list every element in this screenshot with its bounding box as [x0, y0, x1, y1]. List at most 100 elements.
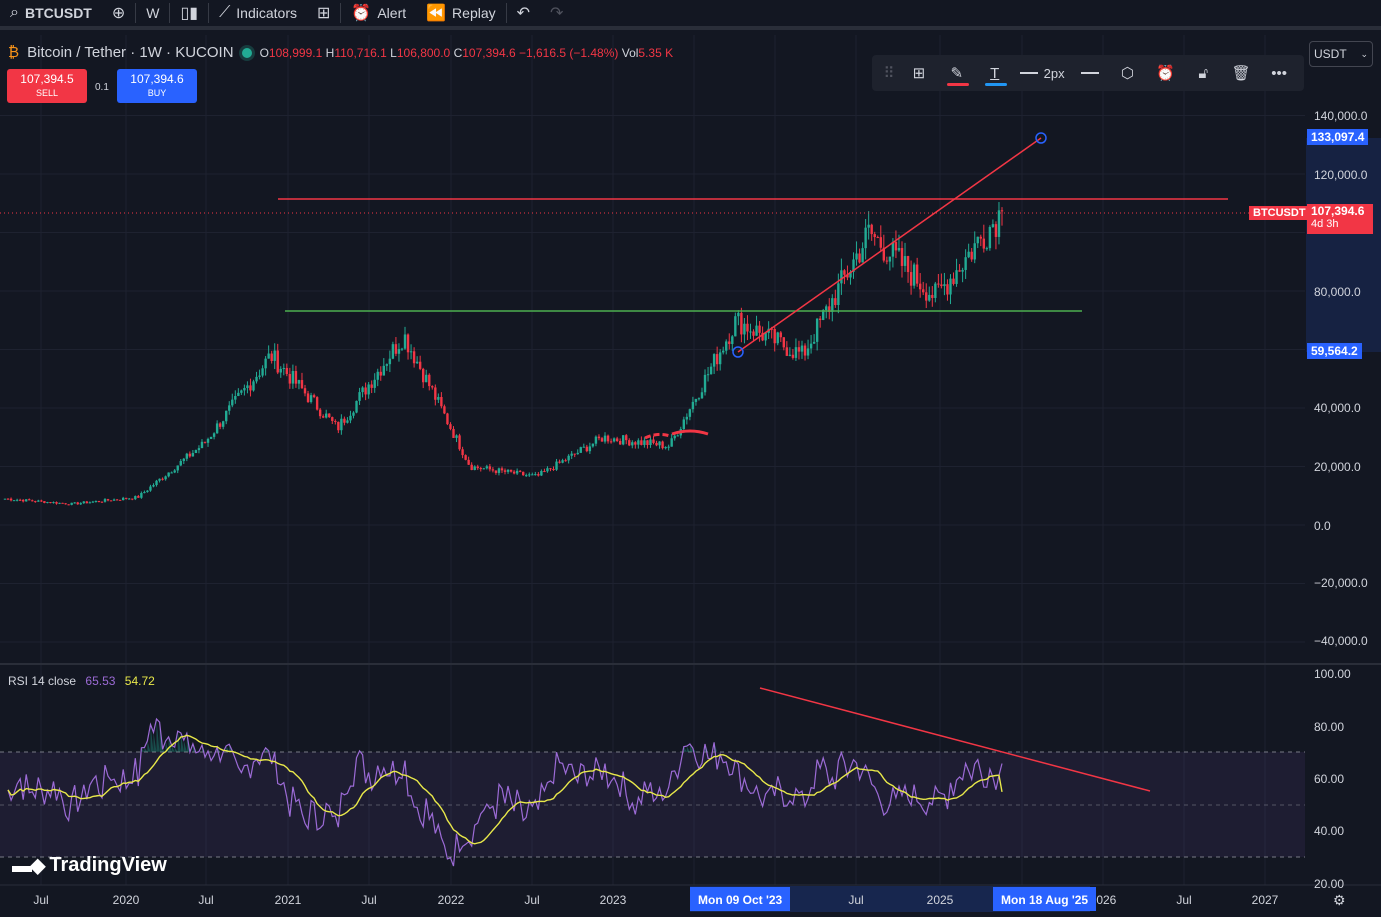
candle-body: [455, 435, 458, 438]
replay-button[interactable]: ⏪ Replay: [416, 0, 506, 28]
candle-body: [288, 373, 292, 384]
candle-body: [615, 438, 619, 441]
candle-body: [846, 274, 849, 278]
candle-body: [597, 436, 601, 439]
candle-body: [291, 371, 295, 384]
candle-body: [485, 466, 489, 469]
candle-body: [728, 341, 731, 345]
candle-body: [143, 492, 146, 494]
compare-button[interactable]: ⊕: [102, 0, 135, 28]
range-end-tag: Mon 18 Aug '25: [993, 887, 1097, 911]
candle-body: [722, 350, 725, 353]
candle-body: [134, 496, 137, 500]
candle-body: [18, 499, 22, 501]
currency-select[interactable]: USDT ⌄: [1309, 41, 1373, 67]
arc-annotation[interactable]: [644, 432, 671, 440]
text-icon: T: [990, 64, 1000, 82]
trend-line[interactable]: [737, 137, 1042, 353]
templates-button[interactable]: ⊞: [900, 58, 938, 88]
templates-button[interactable]: ⊞: [307, 0, 340, 28]
candle-body: [567, 455, 570, 461]
lock-button[interactable]: 🔓︎: [1184, 58, 1222, 88]
candle-body: [534, 474, 537, 476]
alert-label: Alert: [377, 5, 407, 21]
candle-body: [382, 365, 385, 376]
indicators-button[interactable]: ⟋ Indicators: [209, 0, 307, 28]
candle-body: [325, 413, 328, 418]
drag-handle[interactable]: ⠿: [883, 65, 895, 82]
candle-body: [358, 392, 361, 401]
drawing-toolbar: ⠿ ⊞ ✎ T 2px ⬡ ⏰ 🔓︎ 🗑︎ •••: [872, 55, 1304, 91]
alert-button[interactable]: ⏰ Alert: [341, 0, 416, 28]
candle-body: [306, 393, 310, 403]
rsi-trend-line[interactable]: [759, 687, 1151, 792]
trend-line-end-handle[interactable]: [1035, 132, 1047, 144]
candle-body: [734, 316, 737, 337]
sell-button[interactable]: 107,394.5 SELL: [7, 69, 87, 103]
candle-body: [588, 446, 592, 452]
candle-body: [888, 256, 892, 262]
text-color-button[interactable]: T: [976, 58, 1014, 88]
candle-body: [243, 388, 246, 391]
candle-body: [197, 448, 201, 451]
candle-body: [622, 435, 625, 445]
candle-body: [146, 490, 149, 493]
candle-body: [800, 345, 804, 352]
bitcoin-icon: ₿: [8, 44, 20, 61]
candle-body: [646, 440, 649, 446]
candle-body: [876, 237, 879, 239]
candle-body: [743, 323, 746, 335]
interval-button[interactable]: W: [136, 0, 169, 28]
candle-body: [312, 395, 316, 398]
candle-body: [406, 334, 410, 353]
candle-body: [931, 294, 934, 298]
candle-body: [582, 446, 586, 448]
rsi-tick: 40.00: [1314, 824, 1345, 838]
candle-body: [464, 455, 467, 460]
trend-line-start-handle[interactable]: [732, 346, 744, 358]
divider: [208, 3, 210, 23]
settings-button[interactable]: ⬡: [1109, 58, 1147, 88]
candle-body: [643, 440, 646, 445]
delete-button[interactable]: 🗑︎: [1222, 58, 1260, 88]
alert-button[interactable]: ⏰: [1146, 58, 1184, 88]
time-tick: 2022: [437, 893, 465, 907]
candle-body: [373, 379, 376, 388]
candle-body: [255, 376, 258, 382]
candle-body: [85, 501, 89, 504]
candle-body: [949, 278, 952, 295]
undo-button[interactable]: ↶: [507, 0, 540, 28]
candle-body: [297, 380, 301, 384]
line-color-button[interactable]: ✎: [938, 58, 976, 88]
more-button[interactable]: •••: [1260, 58, 1298, 88]
candle-body: [167, 472, 170, 477]
buy-button[interactable]: 107,394.6 BUY: [117, 69, 197, 103]
candle-body: [21, 499, 25, 502]
candle-body: [673, 435, 676, 439]
replay-label: Replay: [452, 5, 496, 21]
candle-body: [31, 500, 34, 502]
candle-body: [782, 337, 786, 348]
gear-icon[interactable]: ⚙: [1333, 892, 1346, 908]
symbol-search[interactable]: ⌕ BTCUSDT: [0, 0, 102, 28]
candle-body: [528, 474, 531, 476]
time-tick: Jul: [198, 893, 214, 907]
candle-body: [934, 283, 937, 298]
candle-body: [203, 441, 207, 443]
candle-body: [479, 468, 482, 470]
candle-body: [822, 310, 825, 320]
line-style-button[interactable]: [1071, 58, 1109, 88]
candle-body: [418, 361, 422, 369]
redo-button[interactable]: ↷: [540, 0, 573, 28]
candle-body: [25, 499, 28, 502]
chart-type-button[interactable]: ▯▮: [170, 0, 208, 28]
tradingview-logo[interactable]: ▬◆ TradingView: [12, 853, 167, 878]
candle-body: [176, 465, 179, 471]
arc-annotation[interactable]: [671, 429, 709, 436]
candle-body: [461, 449, 464, 456]
candle-body: [82, 501, 85, 504]
candle-body: [70, 502, 73, 505]
trend-top-price-tag: 133,097.4: [1307, 129, 1369, 145]
line-width-button[interactable]: 2px: [1014, 66, 1071, 81]
